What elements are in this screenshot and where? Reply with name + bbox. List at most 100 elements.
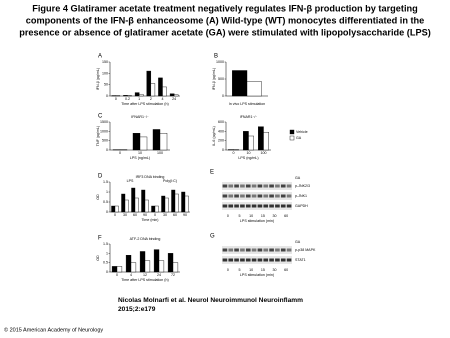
bar <box>161 195 166 213</box>
bar <box>181 191 186 213</box>
bar <box>131 187 136 213</box>
bar <box>138 93 144 97</box>
y-tick-label: 1000 <box>100 129 108 133</box>
band <box>240 194 245 198</box>
bar <box>139 136 148 151</box>
bar <box>248 135 254 151</box>
band <box>245 204 251 208</box>
x-tick-label: 15 <box>261 268 265 272</box>
x-axis-label: Time after LPS stimulation (h) <box>121 278 168 282</box>
row-label: STAT1 <box>295 258 306 262</box>
band <box>245 194 251 198</box>
x-tick-label: 2 <box>150 97 152 101</box>
bar <box>172 262 179 273</box>
bar <box>232 70 248 97</box>
panel-title: ATF-2 DNA binding <box>130 237 161 241</box>
band <box>275 248 280 252</box>
x-tick-label: 10 <box>249 268 253 272</box>
panel-letter: G <box>210 234 215 240</box>
x-tick-label: 0 <box>115 97 117 101</box>
panel-letter: E <box>210 170 214 176</box>
x-tick-label: 90 <box>143 213 147 217</box>
band <box>286 184 292 188</box>
y-axis-label: OD <box>96 255 100 261</box>
bar <box>164 197 169 213</box>
band <box>228 258 234 262</box>
bar <box>123 95 128 97</box>
x-tick-label: 60 <box>284 214 288 218</box>
y-axis-label: IFN-β (pg/mL) <box>96 68 100 90</box>
y-axis-label: IL-6 (pg/mL) <box>212 126 216 146</box>
legend-label: GA <box>296 136 302 140</box>
y-tick-label: 0.5 <box>103 261 108 265</box>
x-tick-label: 0 <box>119 151 121 155</box>
band <box>275 184 280 188</box>
band <box>280 194 286 198</box>
bar <box>159 132 168 151</box>
y-tick-label: 0 <box>106 210 108 214</box>
bar <box>132 132 141 151</box>
x-tick-label: 0 <box>227 268 229 272</box>
x-tick-label: 100 <box>261 151 267 155</box>
y-tick-label: 150 <box>102 60 108 64</box>
band <box>228 248 234 252</box>
bar <box>167 253 174 273</box>
bar <box>134 92 140 97</box>
x-axis-label: Time (min) <box>141 218 158 222</box>
x-tick-label: 1 <box>138 97 140 101</box>
y-tick-label: 500 <box>102 139 108 143</box>
band <box>251 258 257 262</box>
bar <box>184 195 189 213</box>
y-tick-label: 0 <box>106 94 108 98</box>
x-axis-label: LPS (ng/mL) <box>238 156 258 160</box>
x-tick-label: 30 <box>163 213 167 217</box>
citation: Nicolas Molnarfi et al. Neurol Neuroimmu… <box>118 297 303 304</box>
band <box>263 248 269 252</box>
band <box>269 248 274 252</box>
band <box>222 194 228 198</box>
bar <box>150 83 156 97</box>
band <box>263 194 269 198</box>
band <box>222 184 228 188</box>
band <box>257 184 263 188</box>
panel-title: IRF3 DNA binding <box>136 175 165 179</box>
bar <box>152 129 161 151</box>
bar <box>174 193 179 213</box>
y-tick-label: 1000 <box>216 60 224 64</box>
bar <box>158 260 165 273</box>
bar <box>121 193 126 213</box>
band <box>280 204 286 208</box>
bar <box>114 205 119 213</box>
x-axis-label: LPS stimulation (min) <box>240 219 274 223</box>
band <box>245 248 251 252</box>
band <box>263 258 269 262</box>
x-tick-label: 60 <box>133 213 137 217</box>
panel-letter: B <box>214 54 218 60</box>
y-tick-label: 0 <box>222 94 224 98</box>
bar <box>263 132 269 151</box>
row-label: p-JNK1 <box>295 194 307 198</box>
band <box>240 204 245 208</box>
x-tick-label: 4 <box>130 273 132 277</box>
y-tick-label: 500 <box>218 77 224 81</box>
band <box>280 184 286 188</box>
bar <box>246 81 262 97</box>
band <box>257 258 263 262</box>
panel-letter: F <box>98 236 102 242</box>
y-tick-label: 400 <box>218 129 224 133</box>
band <box>245 184 251 188</box>
band <box>228 184 234 188</box>
x-tick-label: 24 <box>172 97 176 101</box>
panel-letter: C <box>98 114 103 120</box>
bar <box>169 93 175 97</box>
band <box>245 258 251 262</box>
band <box>275 194 280 198</box>
y-tick-label: 1.5 <box>103 180 108 184</box>
title-line: Figure 4 Glatiramer acetate treatment ne… <box>32 3 417 13</box>
bar <box>111 266 118 273</box>
y-axis-label: OD <box>96 194 100 200</box>
x-tick-label: 10 <box>249 214 253 218</box>
panel-title: IFNAR1⁻/⁻ <box>240 115 258 119</box>
band <box>263 184 269 188</box>
